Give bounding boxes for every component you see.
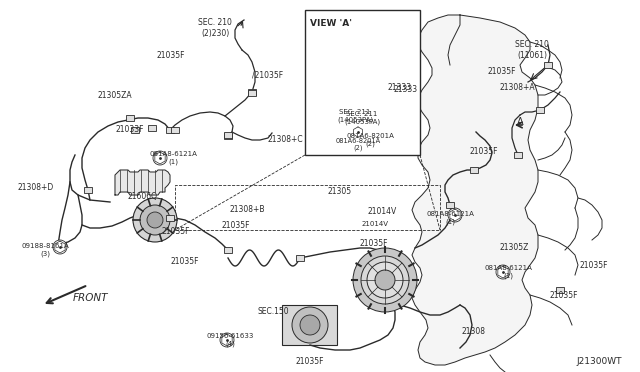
Text: SEC. 211
(14053PA): SEC. 211 (14053PA) [344,111,380,125]
Text: FRONT: FRONT [72,293,108,303]
Text: 21308+C: 21308+C [267,135,303,144]
Text: 21305: 21305 [328,187,352,196]
Text: 21308+A: 21308+A [500,83,536,93]
Circle shape [220,333,234,347]
Bar [470,167,478,173]
Text: 081A8-6121A
(1): 081A8-6121A (1) [484,265,532,279]
Circle shape [133,198,177,242]
Circle shape [300,315,320,335]
Text: 21606Q: 21606Q [128,192,158,201]
Text: 21035F: 21035F [488,67,516,77]
Polygon shape [412,15,538,365]
Bar [131,127,139,133]
Bar [224,247,232,253]
Text: 21305ZA: 21305ZA [98,90,132,99]
Text: 21035F: 21035F [550,291,579,299]
Bar [446,202,454,208]
Text: 21033F: 21033F [115,125,143,135]
Bar [84,187,92,193]
Bar [248,90,256,96]
Bar [544,62,552,68]
Circle shape [375,270,395,290]
Text: 21308: 21308 [462,327,486,337]
Text: 21014V: 21014V [367,208,397,217]
Circle shape [53,240,67,254]
Bar [224,132,232,138]
Circle shape [348,74,356,82]
Circle shape [292,307,328,343]
Bar [282,305,337,345]
Text: 21035F: 21035F [222,221,250,230]
Text: SEC.150: SEC.150 [258,308,290,317]
Text: 21035F: 21035F [360,240,388,248]
Text: 21333: 21333 [387,83,411,93]
Text: (2): (2) [353,145,363,151]
Text: 21035F: 21035F [296,357,324,366]
Bar [514,152,522,158]
Circle shape [326,34,334,42]
Bar [126,115,134,121]
Circle shape [353,248,417,312]
Circle shape [496,265,510,279]
Circle shape [355,103,365,113]
Text: 09156-61633
(4): 09156-61633 (4) [206,333,253,347]
Text: 21305Z: 21305Z [500,244,529,253]
Text: 21308+D: 21308+D [18,183,54,192]
Circle shape [367,262,403,298]
Text: 081A6-8201A
(2): 081A6-8201A (2) [346,133,394,147]
Text: J21300WT: J21300WT [577,357,622,366]
Text: 21035F: 21035F [157,51,185,60]
Text: SEC. 211: SEC. 211 [339,109,371,115]
Text: 081A8-6121A
(1): 081A8-6121A (1) [426,211,474,225]
Text: 21014V: 21014V [362,221,388,227]
Polygon shape [115,170,170,195]
Bar [248,89,256,95]
Text: 21035F: 21035F [171,257,199,266]
Text: 21035F: 21035F [162,228,191,237]
Bar [171,127,179,133]
Bar [148,125,156,131]
Text: /21035F: /21035F [252,71,283,80]
Text: 21035F: 21035F [470,148,499,157]
Circle shape [352,126,364,138]
Circle shape [352,40,360,48]
Text: 081A6-8201A: 081A6-8201A [335,138,381,144]
Circle shape [361,66,369,74]
Text: SEC. 210
(2)230): SEC. 210 (2)230) [198,18,232,38]
Text: 081A8-6121A
(1): 081A8-6121A (1) [149,151,197,165]
Bar [166,127,174,133]
Text: 21035F: 21035F [580,262,609,270]
Bar [536,107,544,113]
Circle shape [147,212,163,228]
Bar [166,215,174,221]
Circle shape [335,90,345,100]
Circle shape [361,256,409,304]
Circle shape [140,205,170,235]
Bar [305,10,420,155]
Text: A: A [517,117,524,127]
Circle shape [448,208,462,222]
Text: 21308+B: 21308+B [230,205,266,215]
Text: (14053PA): (14053PA) [337,117,373,123]
Text: VIEW 'A': VIEW 'A' [310,19,352,29]
Text: 09188-8161A
(3): 09188-8161A (3) [21,243,69,257]
Text: 21333: 21333 [393,86,417,94]
Circle shape [338,48,346,56]
Circle shape [153,151,167,165]
Bar [224,133,232,139]
Text: SEC. 210
(11061): SEC. 210 (11061) [515,40,549,60]
Bar [556,287,564,293]
Bar [296,255,304,261]
